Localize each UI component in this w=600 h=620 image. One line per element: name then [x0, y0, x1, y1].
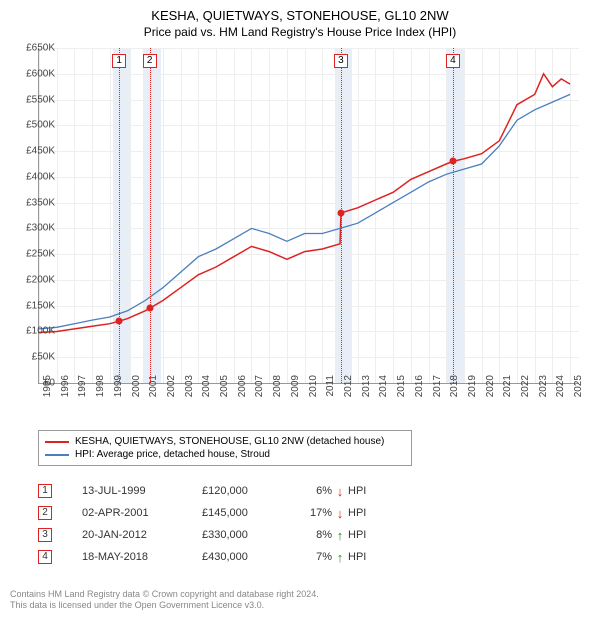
event-price: £120,000 — [202, 485, 292, 497]
legend-item: HPI: Average price, detached house, Stro… — [45, 448, 405, 461]
x-axis-label: 2001 — [148, 375, 159, 405]
x-axis-label: 2011 — [325, 375, 336, 405]
x-axis-label: 2008 — [272, 375, 283, 405]
y-axis-label: £600K — [15, 68, 55, 79]
x-axis-label: 2016 — [414, 375, 425, 405]
chart-title: KESHA, QUIETWAYS, STONEHOUSE, GL10 2NW — [0, 0, 600, 23]
event-date: 13-JUL-1999 — [82, 485, 202, 497]
event-date: 02-APR-2001 — [82, 507, 202, 519]
x-axis-label: 2007 — [254, 375, 265, 405]
event-row-2: 2 02-APR-2001£145,00017%↓HPI — [38, 502, 378, 524]
event-line-4 — [453, 48, 454, 383]
event-line-1 — [119, 48, 120, 383]
event-dot-4 — [449, 158, 456, 165]
event-row-1: 1 13-JUL-1999£120,0006%↓HPI — [38, 480, 378, 502]
x-axis-label: 2020 — [485, 375, 496, 405]
x-axis-label: 2009 — [290, 375, 301, 405]
arrow-up-icon: ↑ — [332, 550, 348, 565]
x-axis-label: 1998 — [95, 375, 106, 405]
event-dot-2 — [146, 305, 153, 312]
chart-subtitle: Price paid vs. HM Land Registry's House … — [0, 23, 600, 45]
event-line-2 — [150, 48, 151, 383]
x-axis-label: 2022 — [520, 375, 531, 405]
x-axis-label: 1997 — [77, 375, 88, 405]
legend-swatch — [45, 441, 69, 443]
x-axis-label: 2018 — [449, 375, 460, 405]
y-axis-label: £150K — [15, 300, 55, 311]
y-axis-label: £50K — [15, 352, 55, 363]
x-axis-label: 2013 — [361, 375, 372, 405]
event-row-4: 4 18-MAY-2018£430,0007%↑HPI — [38, 546, 378, 568]
legend-label: KESHA, QUIETWAYS, STONEHOUSE, GL10 2NW (… — [75, 436, 384, 447]
x-axis-label: 1995 — [42, 375, 53, 405]
x-axis-label: 2025 — [573, 375, 584, 405]
event-price: £145,000 — [202, 507, 292, 519]
event-pct: 6% — [292, 485, 332, 497]
arrow-down-icon: ↓ — [332, 484, 348, 499]
event-label-4: 4 — [446, 54, 460, 68]
x-axis-label: 2017 — [432, 375, 443, 405]
event-label-2: 2 — [143, 54, 157, 68]
x-axis-label: 2021 — [502, 375, 513, 405]
y-axis-label: £450K — [15, 146, 55, 157]
x-axis-label: 2023 — [538, 375, 549, 405]
footer-line-1: Contains HM Land Registry data © Crown c… — [10, 589, 319, 601]
event-hpi: HPI — [348, 485, 378, 497]
legend-item: KESHA, QUIETWAYS, STONEHOUSE, GL10 2NW (… — [45, 435, 405, 448]
event-number: 3 — [38, 528, 52, 542]
y-axis-label: £300K — [15, 223, 55, 234]
y-axis-label: £400K — [15, 171, 55, 182]
y-axis-label: £550K — [15, 94, 55, 105]
event-hpi: HPI — [348, 507, 378, 519]
event-date: 18-MAY-2018 — [82, 551, 202, 563]
event-number: 4 — [38, 550, 52, 564]
arrow-down-icon: ↓ — [332, 506, 348, 521]
footer-line-2: This data is licensed under the Open Gov… — [10, 600, 319, 612]
x-axis-label: 2006 — [237, 375, 248, 405]
x-axis-label: 1996 — [60, 375, 71, 405]
y-axis-label: £350K — [15, 197, 55, 208]
x-axis-label: 2004 — [201, 375, 212, 405]
x-axis-label: 2005 — [219, 375, 230, 405]
event-dot-3 — [337, 209, 344, 216]
chart-container: KESHA, QUIETWAYS, STONEHOUSE, GL10 2NW P… — [0, 0, 600, 620]
legend-label: HPI: Average price, detached house, Stro… — [75, 449, 270, 460]
event-hpi: HPI — [348, 551, 378, 563]
x-axis-label: 2012 — [343, 375, 354, 405]
legend-swatch — [45, 454, 69, 456]
event-number: 1 — [38, 484, 52, 498]
event-pct: 17% — [292, 507, 332, 519]
arrow-up-icon: ↑ — [332, 528, 348, 543]
x-axis-label: 2015 — [396, 375, 407, 405]
event-label-1: 1 — [112, 54, 126, 68]
x-axis-label: 2002 — [166, 375, 177, 405]
event-hpi: HPI — [348, 529, 378, 541]
event-price: £430,000 — [202, 551, 292, 563]
event-row-3: 3 20-JAN-2012£330,0008%↑HPI — [38, 524, 378, 546]
y-axis-label: £200K — [15, 274, 55, 285]
event-price: £330,000 — [202, 529, 292, 541]
x-axis-label: 2019 — [467, 375, 478, 405]
event-pct: 8% — [292, 529, 332, 541]
footer: Contains HM Land Registry data © Crown c… — [10, 589, 319, 612]
legend: KESHA, QUIETWAYS, STONEHOUSE, GL10 2NW (… — [38, 430, 412, 466]
event-date: 20-JAN-2012 — [82, 529, 202, 541]
x-axis-label: 2024 — [555, 375, 566, 405]
y-axis-label: £100K — [15, 326, 55, 337]
event-pct: 7% — [292, 551, 332, 563]
plot-area: 1 2 3 4 — [38, 48, 579, 384]
x-axis-label: 2000 — [131, 375, 142, 405]
x-axis-label: 2014 — [378, 375, 389, 405]
y-axis-label: £650K — [15, 43, 55, 54]
x-axis-label: 1999 — [113, 375, 124, 405]
event-label-3: 3 — [334, 54, 348, 68]
x-axis-label: 2010 — [308, 375, 319, 405]
y-axis-label: £500K — [15, 120, 55, 131]
y-axis-label: £250K — [15, 249, 55, 260]
x-axis-label: 2003 — [184, 375, 195, 405]
event-number: 2 — [38, 506, 52, 520]
events-table: 113-JUL-1999£120,0006%↓HPI202-APR-2001£1… — [38, 480, 378, 568]
event-dot-1 — [116, 318, 123, 325]
